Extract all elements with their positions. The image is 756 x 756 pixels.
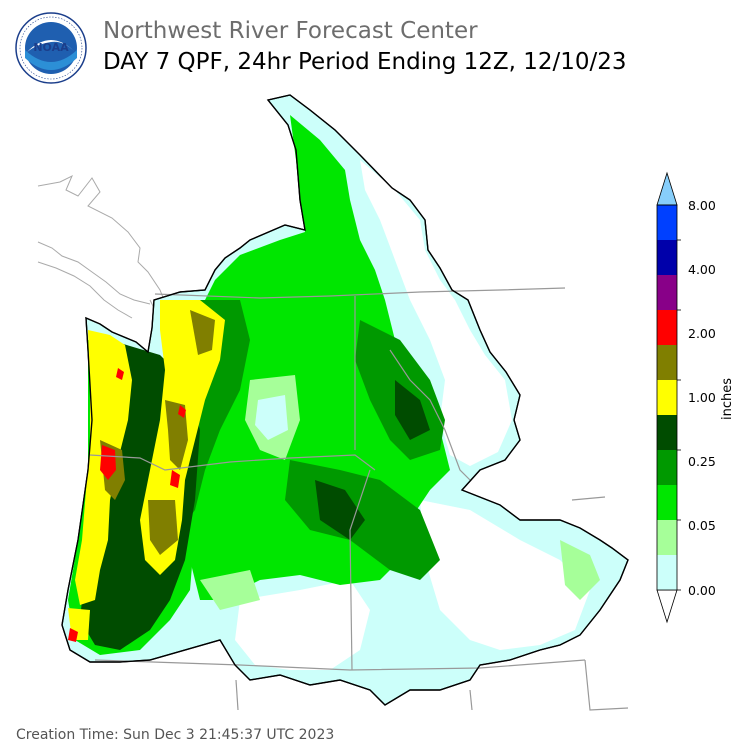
noaa-logo: NOAA bbox=[15, 12, 87, 84]
org-title: Northwest River Forecast Center bbox=[103, 18, 478, 44]
colorbar-tick-label: 0.05 bbox=[688, 518, 716, 533]
colorbar-tick-label: 2.00 bbox=[688, 326, 716, 341]
colorbar-tick-label: 0.00 bbox=[688, 583, 716, 598]
state-boundaries bbox=[89, 287, 629, 711]
colorbar-tick-label: 4.00 bbox=[688, 262, 716, 277]
colorbar-tick-label: 0.25 bbox=[688, 454, 716, 469]
creation-time: Creation Time: Sun Dec 3 21:45:37 UTC 20… bbox=[16, 727, 335, 743]
colorbar-tick-label: 1.00 bbox=[688, 390, 716, 405]
product-title: DAY 7 QPF, 24hr Period Ending 12Z, 12/10… bbox=[103, 49, 627, 75]
logo-noaa-text: NOAA bbox=[33, 41, 69, 54]
colorbar-unit-label: inches bbox=[720, 377, 735, 420]
basin-outline bbox=[61, 94, 629, 706]
colorbar-tick-label: 8.00 bbox=[688, 198, 716, 213]
precip-heavy bbox=[68, 300, 225, 642]
